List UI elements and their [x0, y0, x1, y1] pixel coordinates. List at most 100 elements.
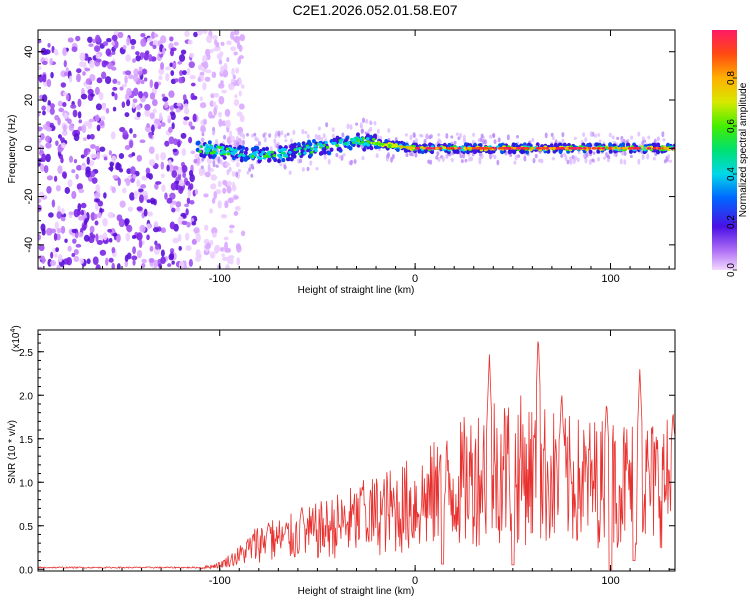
noise-blob [186, 221, 191, 228]
noise-blob [188, 61, 195, 69]
noise-blob [41, 255, 46, 265]
noise-blob [43, 165, 49, 174]
noise-blob [105, 108, 110, 114]
signal-body [422, 143, 427, 148]
noise-blob [107, 211, 114, 219]
signal-ridge [503, 146, 508, 150]
signal-halo [561, 138, 565, 144]
noise-blob [222, 180, 228, 186]
signal-halo [576, 157, 580, 163]
signal-core [258, 156, 263, 160]
noise-blob [211, 227, 218, 235]
noise-blob [168, 126, 173, 133]
noise-blob [220, 213, 228, 219]
noise-blob [227, 255, 232, 265]
noise-blob [46, 175, 53, 181]
signal-ridge [457, 146, 462, 150]
noise-blob [90, 144, 96, 149]
signal-halo [480, 133, 484, 139]
noise-blob [224, 200, 229, 209]
noise-blob [191, 221, 197, 226]
noise-blob [64, 187, 71, 194]
noise-blob [77, 111, 82, 119]
noise-blob [177, 173, 182, 179]
signal-halo [288, 170, 292, 175]
noise-blob [166, 164, 170, 172]
signal-halo [226, 169, 230, 176]
noise-blob [108, 150, 113, 156]
noise-blob [169, 221, 176, 230]
noise-blob [170, 112, 176, 121]
noise-blob [202, 30, 208, 34]
signal-ridge [663, 146, 668, 150]
signal-halo [327, 158, 331, 165]
snr-panel: -100 0 100 0.0 0.5 1.0 1.5 2.0 2.5 Height of str… [7, 325, 676, 597]
noise-blob [89, 59, 95, 69]
noise-blob [234, 35, 240, 44]
noise-blob [141, 263, 146, 269]
noise-blob [204, 48, 211, 57]
noise-blob [39, 133, 45, 141]
signal-core [364, 141, 369, 145]
noise-blob [99, 249, 107, 256]
signal-halo [641, 136, 645, 141]
noise-blob [50, 71, 54, 79]
noise-blob [79, 52, 86, 62]
noise-blob [210, 93, 215, 99]
signal-ridge [428, 146, 433, 150]
signal-halo [236, 141, 240, 147]
noise-blob [136, 249, 143, 259]
noise-blob [48, 212, 54, 218]
noise-blob [60, 225, 66, 234]
noise-blob [42, 60, 48, 65]
signal-halo [279, 162, 283, 167]
noise-blob [57, 117, 61, 126]
signal-body [653, 143, 658, 148]
signal-halo [246, 132, 250, 137]
signal-halo [623, 159, 627, 165]
noise-blob [103, 192, 107, 199]
signal-halo [493, 139, 497, 145]
noise-blob [177, 61, 183, 65]
noise-blob [167, 159, 172, 166]
noise-blob [185, 180, 191, 186]
noise-blob [209, 251, 216, 259]
noise-blob [73, 133, 80, 142]
noise-blob [213, 191, 217, 200]
signal-halo [637, 131, 641, 137]
signal-core [261, 150, 265, 154]
signal-body [257, 159, 262, 164]
noise-blob [199, 96, 203, 101]
signal-halo [254, 136, 258, 142]
noise-blob [115, 233, 121, 243]
noise-blob [149, 112, 155, 120]
noise-blob [101, 102, 107, 111]
noise-blob [171, 207, 176, 213]
signal-ridge [446, 146, 451, 150]
signal-halo [405, 152, 409, 158]
noise-blob [160, 122, 166, 127]
noise-blob [87, 88, 94, 95]
signal-halo [284, 138, 288, 143]
colorbar-tick-label: 0.4 [726, 167, 737, 181]
noise-blob [233, 99, 240, 107]
signal-ridge [453, 146, 458, 150]
signal-halo [420, 134, 424, 138]
noise-blob [239, 114, 245, 123]
noise-blob [171, 260, 175, 265]
noise-blob [209, 48, 214, 54]
signal-halo [584, 158, 588, 164]
noise-blob [122, 70, 126, 75]
noise-blob [235, 243, 241, 250]
signal-body [337, 146, 342, 152]
signal-halo [437, 132, 441, 137]
noise-blob [83, 219, 88, 226]
noise-blob [178, 76, 184, 84]
spectrogram-marks [38, 30, 675, 269]
noise-blob [63, 124, 67, 132]
signal-halo [588, 159, 592, 165]
signal-body [655, 149, 660, 155]
signal-halo [437, 157, 441, 162]
noise-blob [82, 137, 87, 141]
noise-blob [181, 164, 188, 173]
